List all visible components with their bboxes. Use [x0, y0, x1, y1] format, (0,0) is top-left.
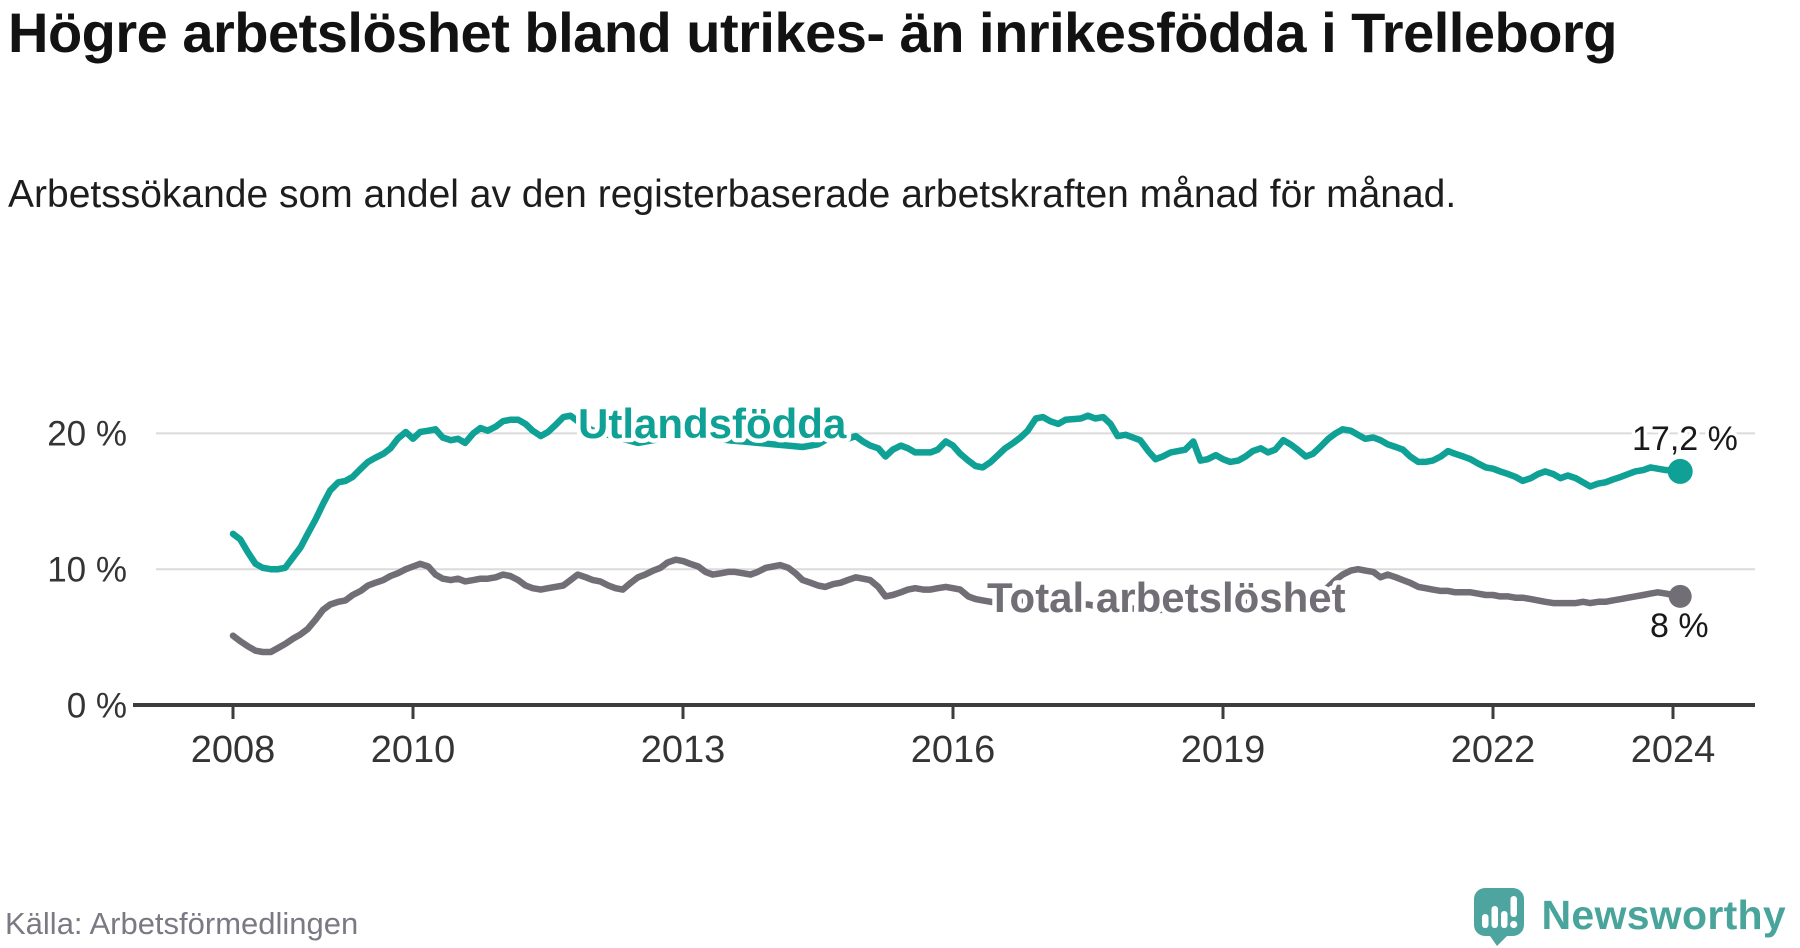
x-tick-label-2022: 2022 [1451, 729, 1536, 771]
source-caption: Källa: Arbetsförmedlingen [5, 906, 359, 941]
series-line-utlandsfodda [229, 412, 1684, 573]
x-tick-label-2013: 2013 [641, 729, 726, 771]
end-value-label-utlandsfodda: 17,2 % [1632, 420, 1738, 458]
series-lines [229, 412, 1693, 656]
x-tick-label-2010: 2010 [371, 729, 456, 771]
gridlines [156, 432, 1755, 571]
series-label-utlandsfodda: Utlandsfödda [578, 400, 847, 447]
end-value-label-total: 8 % [1650, 607, 1709, 645]
chart-subtitle: Arbetssökande som andel av den registerb… [8, 173, 1457, 216]
series-end-dot-total [1668, 584, 1692, 608]
newsworthy-bubble-chart-icon [1473, 888, 1524, 946]
y-tick-label-10: 10 % [47, 550, 127, 589]
series-label-total: Total arbetslöshet [987, 574, 1346, 621]
newsworthy-logo: Newsworthy [1473, 884, 1787, 946]
y-tick-label-0: 0 % [67, 686, 127, 725]
chart-title: Högre arbetslöshet bland utrikes- än inr… [8, 1, 1617, 64]
y-tick-label-20: 20 % [47, 415, 127, 454]
newsworthy-wordmark: Newsworthy [1541, 891, 1786, 938]
x-tick-label-2016: 2016 [911, 729, 996, 771]
x-tick-label-2019: 2019 [1181, 729, 1266, 771]
x-axis: 2008 2010 2013 2016 2019 2022 2024 [133, 703, 1755, 771]
x-tick-label-2008: 2008 [191, 729, 276, 771]
chart-labels: 0 % 10 % 20 % Utlandsfödda 17,2 % Total arbet… [47, 396, 1741, 726]
series-line-total [229, 556, 1684, 656]
x-tick-label-2024: 2024 [1631, 729, 1716, 771]
series-end-dot-utlandsfodda [1667, 458, 1693, 484]
